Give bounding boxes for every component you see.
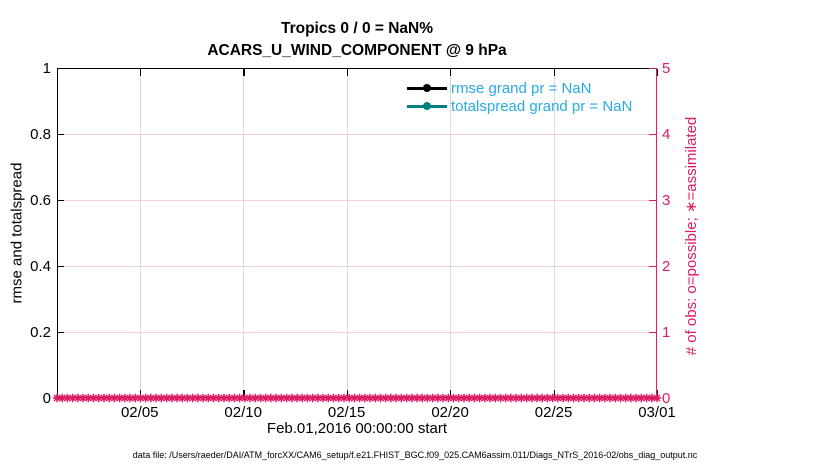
right-tick-mark (649, 332, 656, 334)
legend-marker-dot (423, 102, 431, 110)
top-tick-mark (553, 69, 555, 76)
left-tick-label: 0.6 (30, 192, 51, 209)
legend-marker-dot (423, 84, 431, 92)
top-tick-mark (346, 69, 349, 76)
right-tick-mark (649, 266, 656, 268)
x-tick-label: 02/05 (120, 404, 159, 421)
right-tick-mark (649, 200, 656, 202)
gridline-horizontal (58, 266, 656, 267)
left-tick-label: 0.4 (30, 258, 51, 275)
left-tick-label: 0.8 (30, 126, 51, 143)
left-tick-mark (57, 266, 64, 268)
right-tick-label: 4 (662, 126, 671, 143)
left-tick-mark (57, 332, 64, 334)
right-axis-label: # of obs: o=possible; ∗=assimilated (683, 116, 700, 356)
top-tick-mark (450, 69, 452, 76)
left-tick-label: 1 (42, 60, 51, 77)
gridline-vertical (346, 69, 348, 397)
right-tick-label: 0 (662, 390, 671, 407)
legend-label: totalspread grand pr = NaN (451, 98, 633, 115)
left-tick-label: 0.2 (30, 324, 51, 341)
gridline-horizontal (58, 200, 656, 201)
right-tick-mark (649, 134, 656, 136)
gridline-vertical (139, 69, 141, 397)
bottom-tick-mark (657, 390, 659, 397)
right-tick-label: 3 (662, 192, 671, 209)
left-axis-label: rmse and totalspread (8, 162, 26, 304)
right-tick-mark (649, 398, 656, 400)
bottom-tick-mark (346, 390, 349, 397)
left-tick-mark (57, 68, 64, 70)
bottom-tick-mark (243, 390, 245, 397)
x-tick-label: 02/15 (327, 404, 366, 421)
top-tick-mark (657, 69, 659, 76)
x-tick-label: 02/10 (224, 404, 262, 421)
left-tick-mark (57, 134, 64, 136)
bottom-tick-mark (450, 390, 452, 397)
gridline-vertical (450, 69, 452, 397)
chart-subtitle: ACARS_U_WIND_COMPONENT @ 9 hPa (207, 42, 507, 59)
gridline-vertical (553, 69, 555, 397)
left-tick-mark (57, 200, 64, 202)
bottom-tick-mark (139, 390, 142, 397)
right-tick-mark (649, 68, 656, 70)
x-tick-label: 02/25 (534, 404, 573, 421)
left-tick-label: 0 (42, 390, 51, 407)
legend-label: rmse grand pr = NaN (451, 80, 592, 97)
top-tick-mark (139, 69, 142, 76)
bottom-tick-mark (553, 390, 555, 397)
gridline-horizontal (58, 134, 656, 135)
right-tick-label: 2 (662, 258, 671, 275)
gridline-horizontal (58, 332, 656, 333)
x-tick-label: 03/01 (638, 404, 676, 421)
data-file-path: data file: /Users/raeder/DAI/ATM_forcXX/… (132, 450, 698, 460)
left-tick-mark (57, 398, 64, 400)
right-tick-label: 5 (662, 60, 671, 77)
top-tick-mark (243, 69, 245, 76)
x-axis-label: Feb.01,2016 00:00:00 start (266, 420, 448, 437)
x-tick-label: 02/20 (431, 404, 469, 421)
gridline-vertical (243, 69, 245, 397)
chart-title: Tropics 0 / 0 = NaN% (280, 20, 434, 37)
right-tick-label: 1 (662, 324, 671, 341)
plot-area (57, 68, 657, 398)
